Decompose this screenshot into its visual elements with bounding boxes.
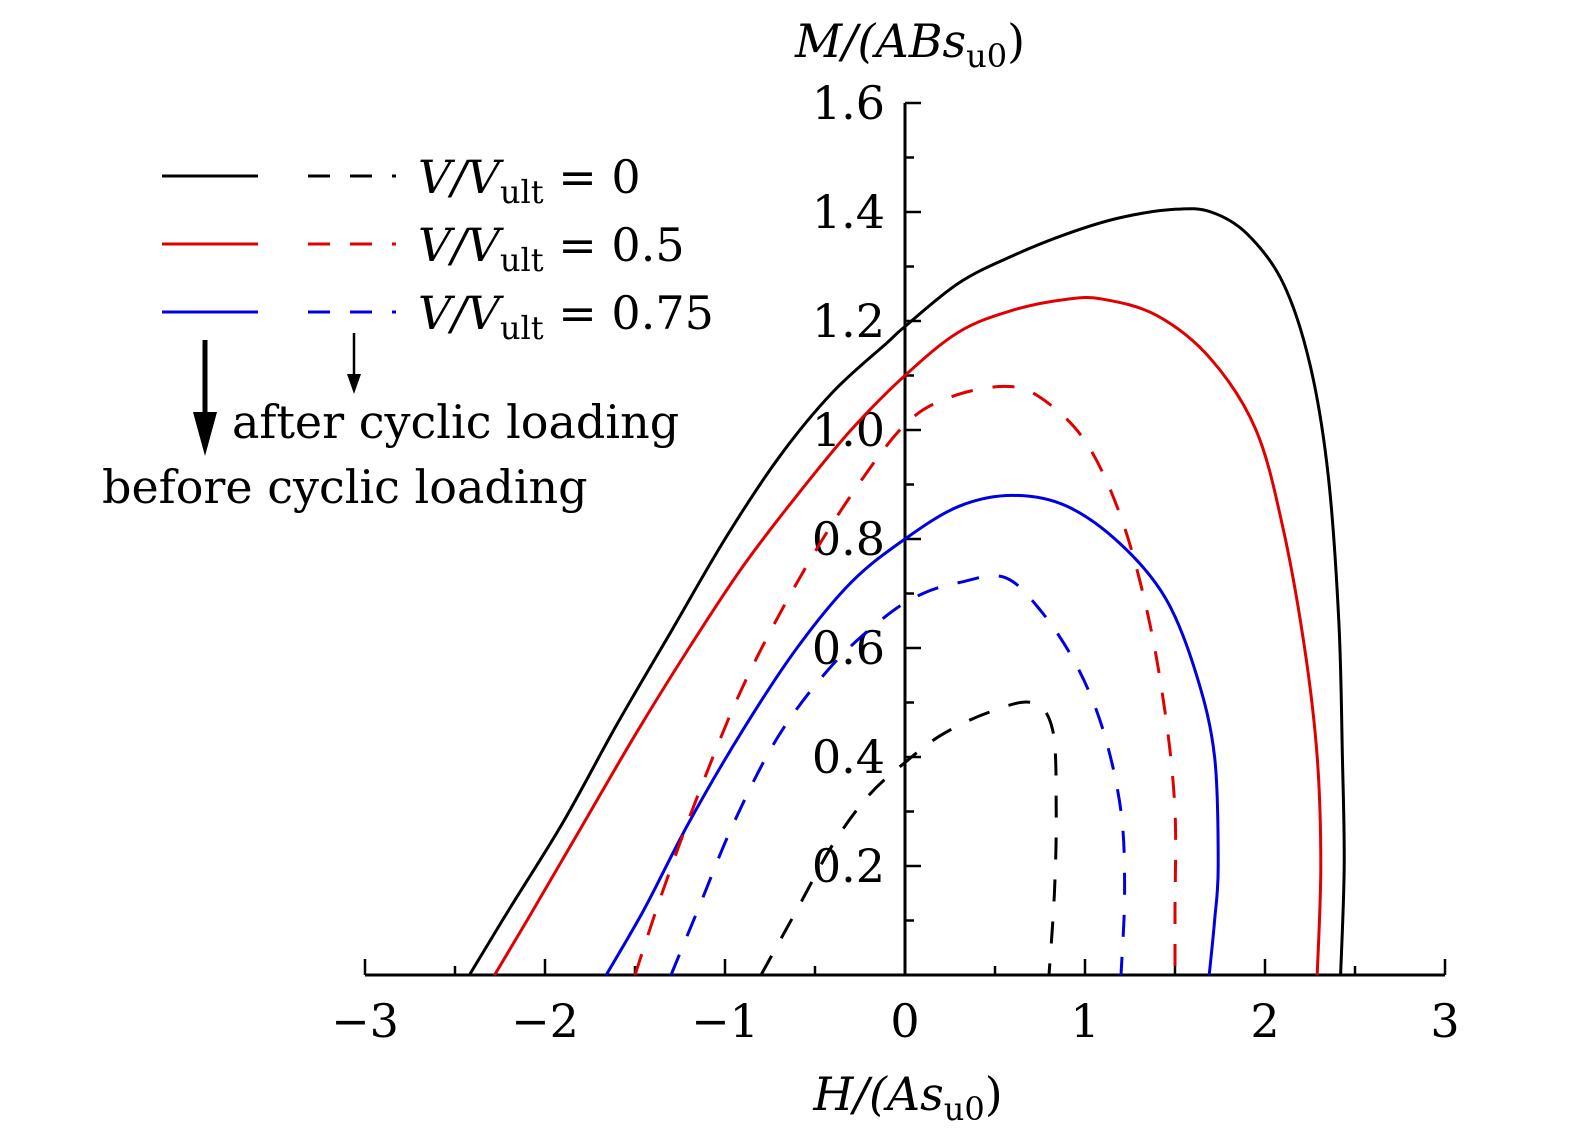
y-tick-label: 0.6 — [812, 621, 885, 675]
x-tick-label: −1 — [691, 994, 759, 1048]
y-axis-title: M/(ABsu0) — [794, 14, 1025, 75]
y-tick-label: 1.0 — [812, 403, 885, 457]
legend-label: V/Vult = 0.5 — [418, 218, 685, 279]
x-axis-title: H/(Asu0) — [812, 1067, 1002, 1128]
y-tick-label: 0.4 — [812, 730, 885, 784]
series-line-solid-0 — [468, 207, 1346, 976]
annotation-before: before cyclic loading — [102, 460, 588, 514]
x-tick-label: 0 — [890, 994, 919, 1048]
series-line-dashed-1 — [633, 384, 1178, 976]
x-tick-label: 3 — [1430, 994, 1459, 1048]
legend-label: V/Vult = 0 — [418, 150, 641, 211]
annotation-after: after cyclic loading — [232, 395, 679, 449]
x-tick-label: −2 — [511, 994, 579, 1048]
series-line-solid-1 — [493, 296, 1323, 976]
legend-label: V/Vult = 0.75 — [418, 286, 714, 347]
y-tick-label: 1.6 — [812, 76, 885, 130]
x-tick-label: 2 — [1250, 994, 1279, 1048]
axes: −3 −2 −1 0 1 2 30.20.40.60.81.01.21.41.6 — [331, 76, 1460, 1048]
annotations: after cyclic loading before cyclic loadin… — [102, 333, 679, 514]
y-tick-label: 1.2 — [812, 294, 885, 348]
series-line-dashed-0 — [759, 700, 1058, 976]
x-tick-label: −3 — [331, 994, 399, 1048]
series-line-solid-2 — [604, 493, 1220, 976]
y-tick-label: 1.4 — [812, 185, 885, 239]
curves — [468, 207, 1346, 976]
legend: V/Vult = 0 V/Vult = 0.5 V/Vult = 0.75 — [162, 150, 714, 347]
arrow-before-head — [193, 412, 217, 456]
x-tick-label: 1 — [1070, 994, 1099, 1048]
series-line-dashed-2 — [669, 574, 1127, 976]
y-tick-label: 0.2 — [812, 839, 885, 893]
axis-titles: M/(ABsu0) H/(Asu0) — [794, 14, 1025, 1128]
arrow-after-head — [347, 374, 361, 394]
